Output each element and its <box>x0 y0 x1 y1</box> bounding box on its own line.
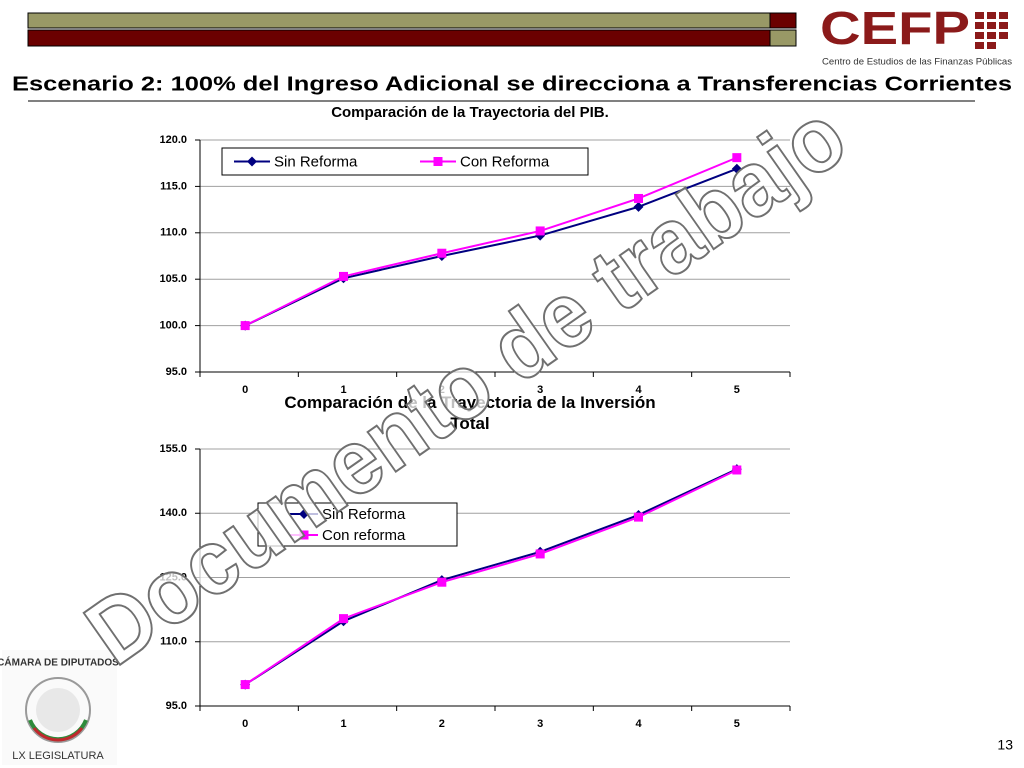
y-tick-label: 110.0 <box>160 227 187 239</box>
marker <box>437 577 447 587</box>
x-tick-label: 0 <box>242 718 248 730</box>
chart-title: Comparación de la Trayectoria de la Inve… <box>284 393 655 433</box>
marker <box>732 153 742 163</box>
chart-title: Comparación de la Trayectoria del PIB. <box>331 104 609 121</box>
x-tick-label: 1 <box>340 384 346 396</box>
marker <box>634 512 643 522</box>
y-tick-label: 95.0 <box>166 366 187 378</box>
legend-label: Sin Reforma <box>274 153 358 170</box>
legend-label: Sin Reforma <box>322 506 406 523</box>
x-tick-label: 5 <box>734 384 740 396</box>
slide-title: Escenario 2: 100% del Ingreso Adicional … <box>12 73 1012 95</box>
y-tick-label: 115.0 <box>160 180 187 192</box>
marker <box>633 201 644 212</box>
header-square <box>769 12 797 29</box>
x-tick-label: 3 <box>537 384 543 396</box>
marker <box>535 226 545 236</box>
legend-box <box>221 147 589 176</box>
legend-marker <box>299 509 309 519</box>
logo-subtitle: Centro de Estudios de las Finanzas Públi… <box>822 57 1012 68</box>
header-bar <box>27 12 771 29</box>
y-tick-label: 100.0 <box>159 320 187 332</box>
chart: Comparación de la Trayectoria de la Inve… <box>159 393 791 730</box>
y-tick-label: 105.0 <box>159 273 187 285</box>
y-tick-label: 95.0 <box>166 700 187 712</box>
y-tick-label: 125.0 <box>159 571 187 583</box>
marker <box>339 614 348 624</box>
legend-label: Con reforma <box>322 527 406 544</box>
seal-top: CÁMARA DE DIPUTADOS <box>0 656 119 669</box>
chart: Comparación de la Trayectoria del PIB. 95… <box>159 104 791 396</box>
series-line <box>244 156 738 327</box>
chart-title-line: Total <box>450 414 489 433</box>
series-line <box>244 468 738 686</box>
header-bar <box>27 29 771 47</box>
x-tick-label: 2 <box>439 384 445 396</box>
header-square <box>769 29 797 47</box>
marker <box>240 680 250 690</box>
marker <box>634 193 643 203</box>
x-tick-label: 4 <box>635 718 642 730</box>
marker <box>535 549 545 559</box>
legend-box <box>257 502 458 547</box>
x-tick-label: 3 <box>537 718 543 730</box>
legend-marker <box>433 157 443 166</box>
y-tick-label: 155.0 <box>159 443 187 455</box>
chart-title-line: Comparación de la Trayectoria de la Inve… <box>284 393 655 412</box>
seal: CÁMARA DE DIPUTADOS LX LEGISLATURA <box>0 650 119 765</box>
legend-label: Con Reforma <box>460 153 550 170</box>
x-tick-label: 5 <box>734 718 740 730</box>
page-number: 13 <box>997 737 1013 753</box>
x-tick-label: 0 <box>242 384 248 396</box>
marker <box>731 163 742 174</box>
series-line <box>244 469 738 686</box>
marker <box>437 248 447 258</box>
x-tick-label: 2 <box>439 718 445 730</box>
legend-marker <box>299 530 309 540</box>
marker <box>732 465 742 475</box>
legend-marker <box>247 156 257 167</box>
series-line <box>244 167 738 327</box>
seal-bottom: LX LEGISLATURA <box>12 750 104 762</box>
x-tick-label: 1 <box>340 718 346 730</box>
logo: CEFP <box>820 2 970 54</box>
logo-grid <box>975 12 1008 49</box>
y-tick-label: 120.0 <box>159 134 187 146</box>
x-tick-label: 4 <box>635 384 642 396</box>
y-tick-label: 140.0 <box>159 507 187 519</box>
marker <box>240 321 250 331</box>
y-tick-label: 110.0 <box>160 636 187 648</box>
marker <box>339 271 348 281</box>
